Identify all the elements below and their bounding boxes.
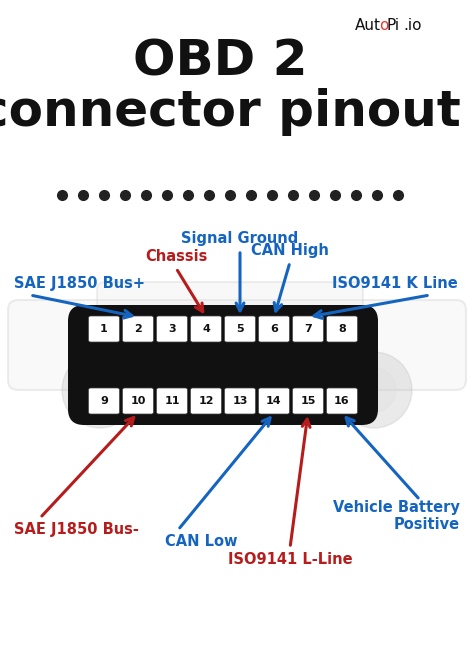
Text: 7: 7 [304, 324, 312, 334]
Bar [336, 379, 348, 389]
Text: Aut: Aut [355, 18, 381, 33]
Text: ISO9141 L-Line: ISO9141 L-Line [228, 552, 352, 567]
Text: .io: .io [403, 18, 421, 33]
Bar [268, 379, 280, 389]
Text: Chassis: Chassis [145, 249, 207, 264]
Bar [200, 341, 212, 351]
Bar [302, 379, 314, 389]
Text: 9: 9 [100, 396, 108, 406]
Text: 6: 6 [270, 324, 278, 334]
Circle shape [336, 352, 412, 428]
Text: 12: 12 [198, 396, 214, 406]
Text: 8: 8 [338, 324, 346, 334]
Text: Signal Ground: Signal Ground [182, 231, 299, 246]
Text: 14: 14 [266, 396, 282, 406]
Text: 1: 1 [100, 324, 108, 334]
Bar [98, 341, 110, 351]
Text: OBD 2: OBD 2 [133, 38, 307, 86]
FancyBboxPatch shape [122, 388, 154, 414]
FancyBboxPatch shape [292, 388, 323, 414]
FancyBboxPatch shape [97, 282, 363, 353]
FancyBboxPatch shape [327, 388, 357, 414]
Text: o: o [379, 18, 388, 33]
FancyBboxPatch shape [191, 388, 221, 414]
Text: 11: 11 [164, 396, 180, 406]
Text: 2: 2 [134, 324, 142, 334]
Bar [132, 379, 144, 389]
FancyBboxPatch shape [122, 316, 154, 342]
Bar [268, 341, 280, 351]
Circle shape [78, 368, 122, 412]
FancyBboxPatch shape [258, 316, 290, 342]
Text: 4: 4 [202, 324, 210, 334]
Bar [234, 379, 246, 389]
Text: 16: 16 [334, 396, 350, 406]
Text: 10: 10 [130, 396, 146, 406]
Text: 13: 13 [232, 396, 248, 406]
Bar [234, 341, 246, 351]
Text: Vehicle Battery
Positive: Vehicle Battery Positive [333, 500, 460, 533]
Text: SAE J1850 Bus+: SAE J1850 Bus+ [14, 276, 145, 291]
Bar [132, 341, 144, 351]
Text: CAN High: CAN High [251, 243, 329, 258]
Text: ISO9141 K Line: ISO9141 K Line [332, 276, 458, 291]
Bar [336, 341, 348, 351]
FancyBboxPatch shape [156, 388, 188, 414]
FancyBboxPatch shape [225, 316, 255, 342]
FancyBboxPatch shape [191, 316, 221, 342]
Bar [302, 341, 314, 351]
FancyBboxPatch shape [89, 316, 119, 342]
FancyBboxPatch shape [156, 316, 188, 342]
Circle shape [62, 352, 138, 428]
Bar [166, 379, 178, 389]
Text: 3: 3 [168, 324, 176, 334]
FancyBboxPatch shape [327, 316, 357, 342]
Text: SAE J1850 Bus-: SAE J1850 Bus- [14, 522, 139, 537]
Bar [200, 379, 212, 389]
FancyBboxPatch shape [8, 300, 466, 390]
Bar [98, 379, 110, 389]
FancyBboxPatch shape [225, 388, 255, 414]
Text: 15: 15 [301, 396, 316, 406]
Text: CAN Low: CAN Low [165, 534, 237, 549]
FancyBboxPatch shape [89, 388, 119, 414]
Text: Pi: Pi [387, 18, 400, 33]
Text: 5: 5 [236, 324, 244, 334]
FancyBboxPatch shape [292, 316, 323, 342]
FancyBboxPatch shape [68, 305, 378, 425]
Bar [166, 341, 178, 351]
Text: connector pinout: connector pinout [0, 88, 461, 136]
Circle shape [352, 368, 396, 412]
FancyBboxPatch shape [258, 388, 290, 414]
